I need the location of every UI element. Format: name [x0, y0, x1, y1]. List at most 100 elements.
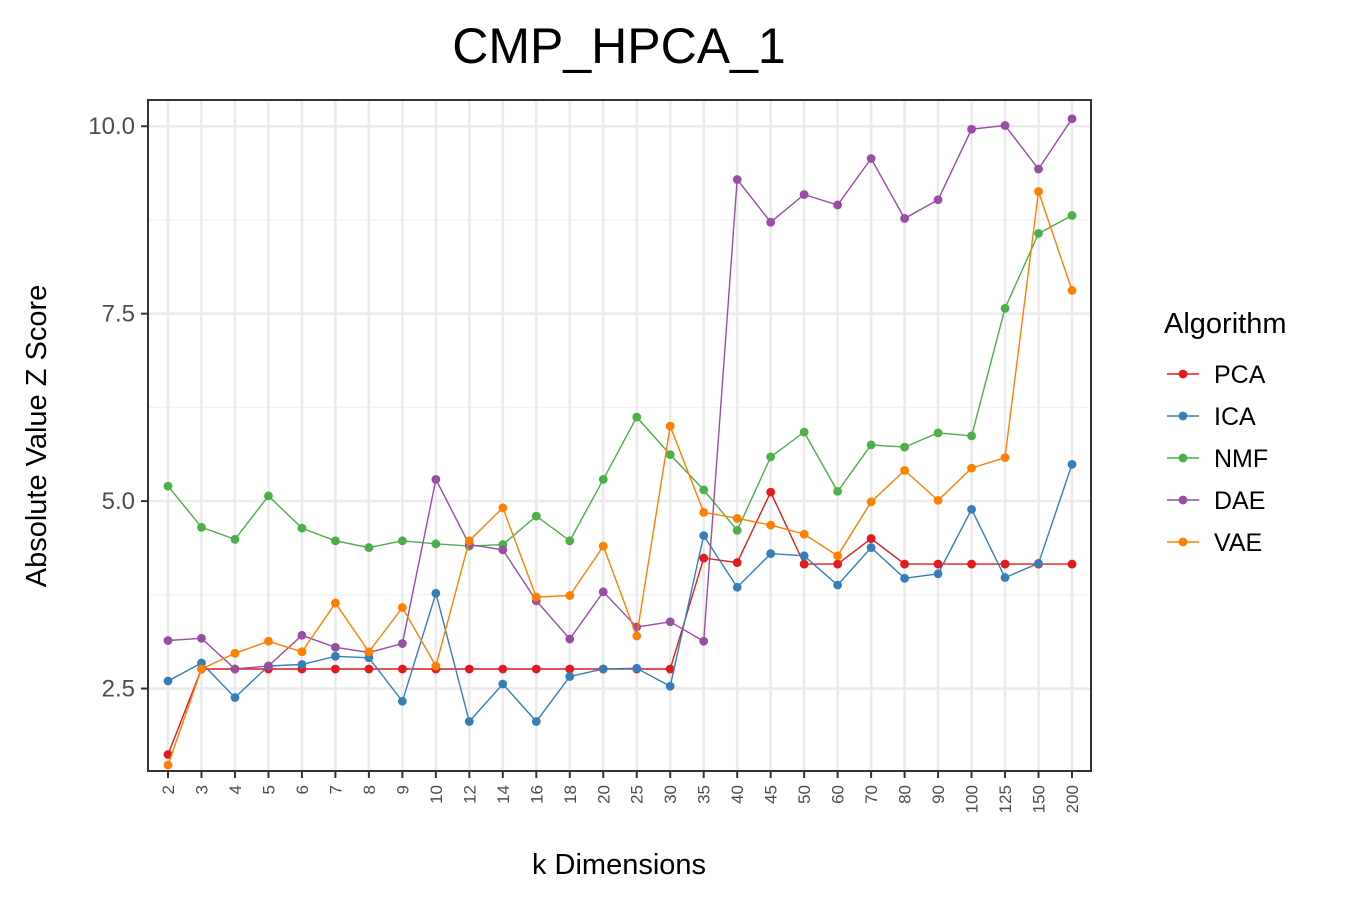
x-tick-label: 9 [393, 785, 412, 794]
data-point-vae [297, 647, 307, 657]
data-point-nmf [766, 452, 776, 462]
data-point-dae [565, 634, 575, 644]
x-tick-label: 12 [460, 785, 479, 804]
data-point-pca [665, 664, 675, 674]
data-point-nmf [331, 536, 340, 546]
data-point-nmf [732, 525, 742, 535]
data-point-pca [397, 664, 407, 674]
x-tick-label: 20 [594, 785, 613, 804]
legend-label-pca: PCA [1214, 361, 1266, 389]
data-point-ica [933, 569, 943, 579]
legend-marker-nmf [1178, 453, 1188, 463]
series-line-ica [167, 464, 1073, 723]
data-point-nmf [632, 412, 642, 422]
data-point-dae [766, 217, 776, 227]
series-line-dae [167, 118, 1073, 670]
data-point-ica [464, 717, 474, 726]
data-point-nmf [531, 511, 541, 521]
data-point-nmf [264, 491, 273, 501]
data-point-dae [799, 190, 809, 199]
x-tick-label: 45 [762, 785, 781, 804]
x-axis-title: k Dimensions [532, 849, 706, 881]
data-point-dae [1067, 114, 1077, 124]
data-point-pca [866, 534, 876, 543]
data-point-ica [531, 717, 541, 726]
data-point-dae [900, 214, 909, 223]
data-point-vae [967, 463, 976, 473]
legend-marker-dae [1178, 495, 1188, 505]
data-point-vae [1067, 286, 1077, 295]
data-point-ica [163, 676, 173, 686]
data-point-ica [230, 693, 240, 702]
x-tick-label: 2 [159, 785, 178, 794]
data-point-vae [498, 503, 508, 513]
legend: Algorithm PCA ICA NMF DAE VAE [1164, 308, 1287, 557]
x-tick-label: 60 [829, 785, 848, 804]
x-tick-label: 25 [628, 785, 647, 804]
data-point-pca [364, 664, 374, 674]
data-point-vae [799, 529, 809, 539]
data-point-dae [163, 636, 173, 645]
x-tick-label: 150 [1030, 785, 1049, 813]
x-tick-label: 40 [728, 785, 747, 804]
data-point-vae [1000, 453, 1010, 463]
data-point-vae [699, 507, 709, 517]
x-tick-label: 80 [896, 785, 915, 804]
data-point-dae [699, 636, 709, 646]
data-point-nmf [866, 440, 876, 450]
data-point-vae [866, 497, 876, 507]
data-point-dae [665, 617, 675, 627]
data-point-vae [331, 598, 340, 608]
legend-marker-pca [1178, 369, 1188, 379]
legend-marker-ica [1178, 411, 1188, 421]
x-tick-label: 100 [963, 785, 982, 813]
data-point-nmf [967, 431, 976, 441]
data-point-nmf [230, 534, 240, 544]
data-point-dae [197, 633, 206, 643]
data-point-nmf [1000, 304, 1010, 313]
y-tick-label: 10.0 [88, 113, 135, 140]
x-tick-label: 125 [996, 785, 1015, 813]
y-tick-label: 5.0 [102, 488, 135, 515]
data-point-pca [699, 553, 709, 563]
data-point-vae [230, 648, 240, 658]
data-point-ica [967, 504, 976, 514]
data-point-dae [431, 474, 441, 484]
data-point-pca [498, 664, 508, 674]
data-point-ica [699, 531, 709, 540]
x-tick-label: 16 [527, 785, 546, 804]
data-point-ica [1000, 573, 1010, 582]
x-tick-label: 18 [561, 785, 580, 804]
series-group [163, 114, 1077, 770]
data-point-dae [866, 154, 876, 163]
data-point-pca [833, 559, 843, 569]
x-tick-label: 7 [326, 785, 345, 794]
data-point-nmf [1067, 211, 1077, 220]
data-point-ica [498, 679, 508, 689]
x-tick-label: 6 [293, 785, 312, 794]
axes: 2.55.07.510.02 3 4 5 6 7 8 9 10 12 14 16 18 20 25 30 35 4… [88, 113, 1082, 813]
data-point-nmf [163, 481, 173, 491]
data-point-vae [464, 536, 474, 546]
x-tick-label: 8 [360, 785, 379, 794]
data-point-dae [833, 200, 843, 210]
x-tick-label: 3 [192, 785, 211, 794]
data-point-dae [1034, 164, 1043, 174]
x-tick-label: 30 [661, 785, 680, 804]
data-point-nmf [598, 474, 608, 484]
data-point-ica [598, 664, 608, 674]
data-point-vae [264, 636, 273, 646]
data-point-nmf [565, 536, 575, 546]
data-point-nmf [364, 543, 374, 552]
data-point-vae [933, 495, 943, 505]
data-point-ica [732, 582, 742, 592]
data-point-ica [632, 663, 642, 673]
data-point-vae [364, 647, 374, 657]
data-point-nmf [197, 522, 206, 532]
data-point-dae [297, 630, 307, 640]
x-tick-label: 35 [695, 785, 714, 804]
data-point-vae [665, 421, 675, 431]
data-point-dae [967, 124, 976, 134]
y-axis-title: Absolute Value Z Score [21, 285, 53, 588]
